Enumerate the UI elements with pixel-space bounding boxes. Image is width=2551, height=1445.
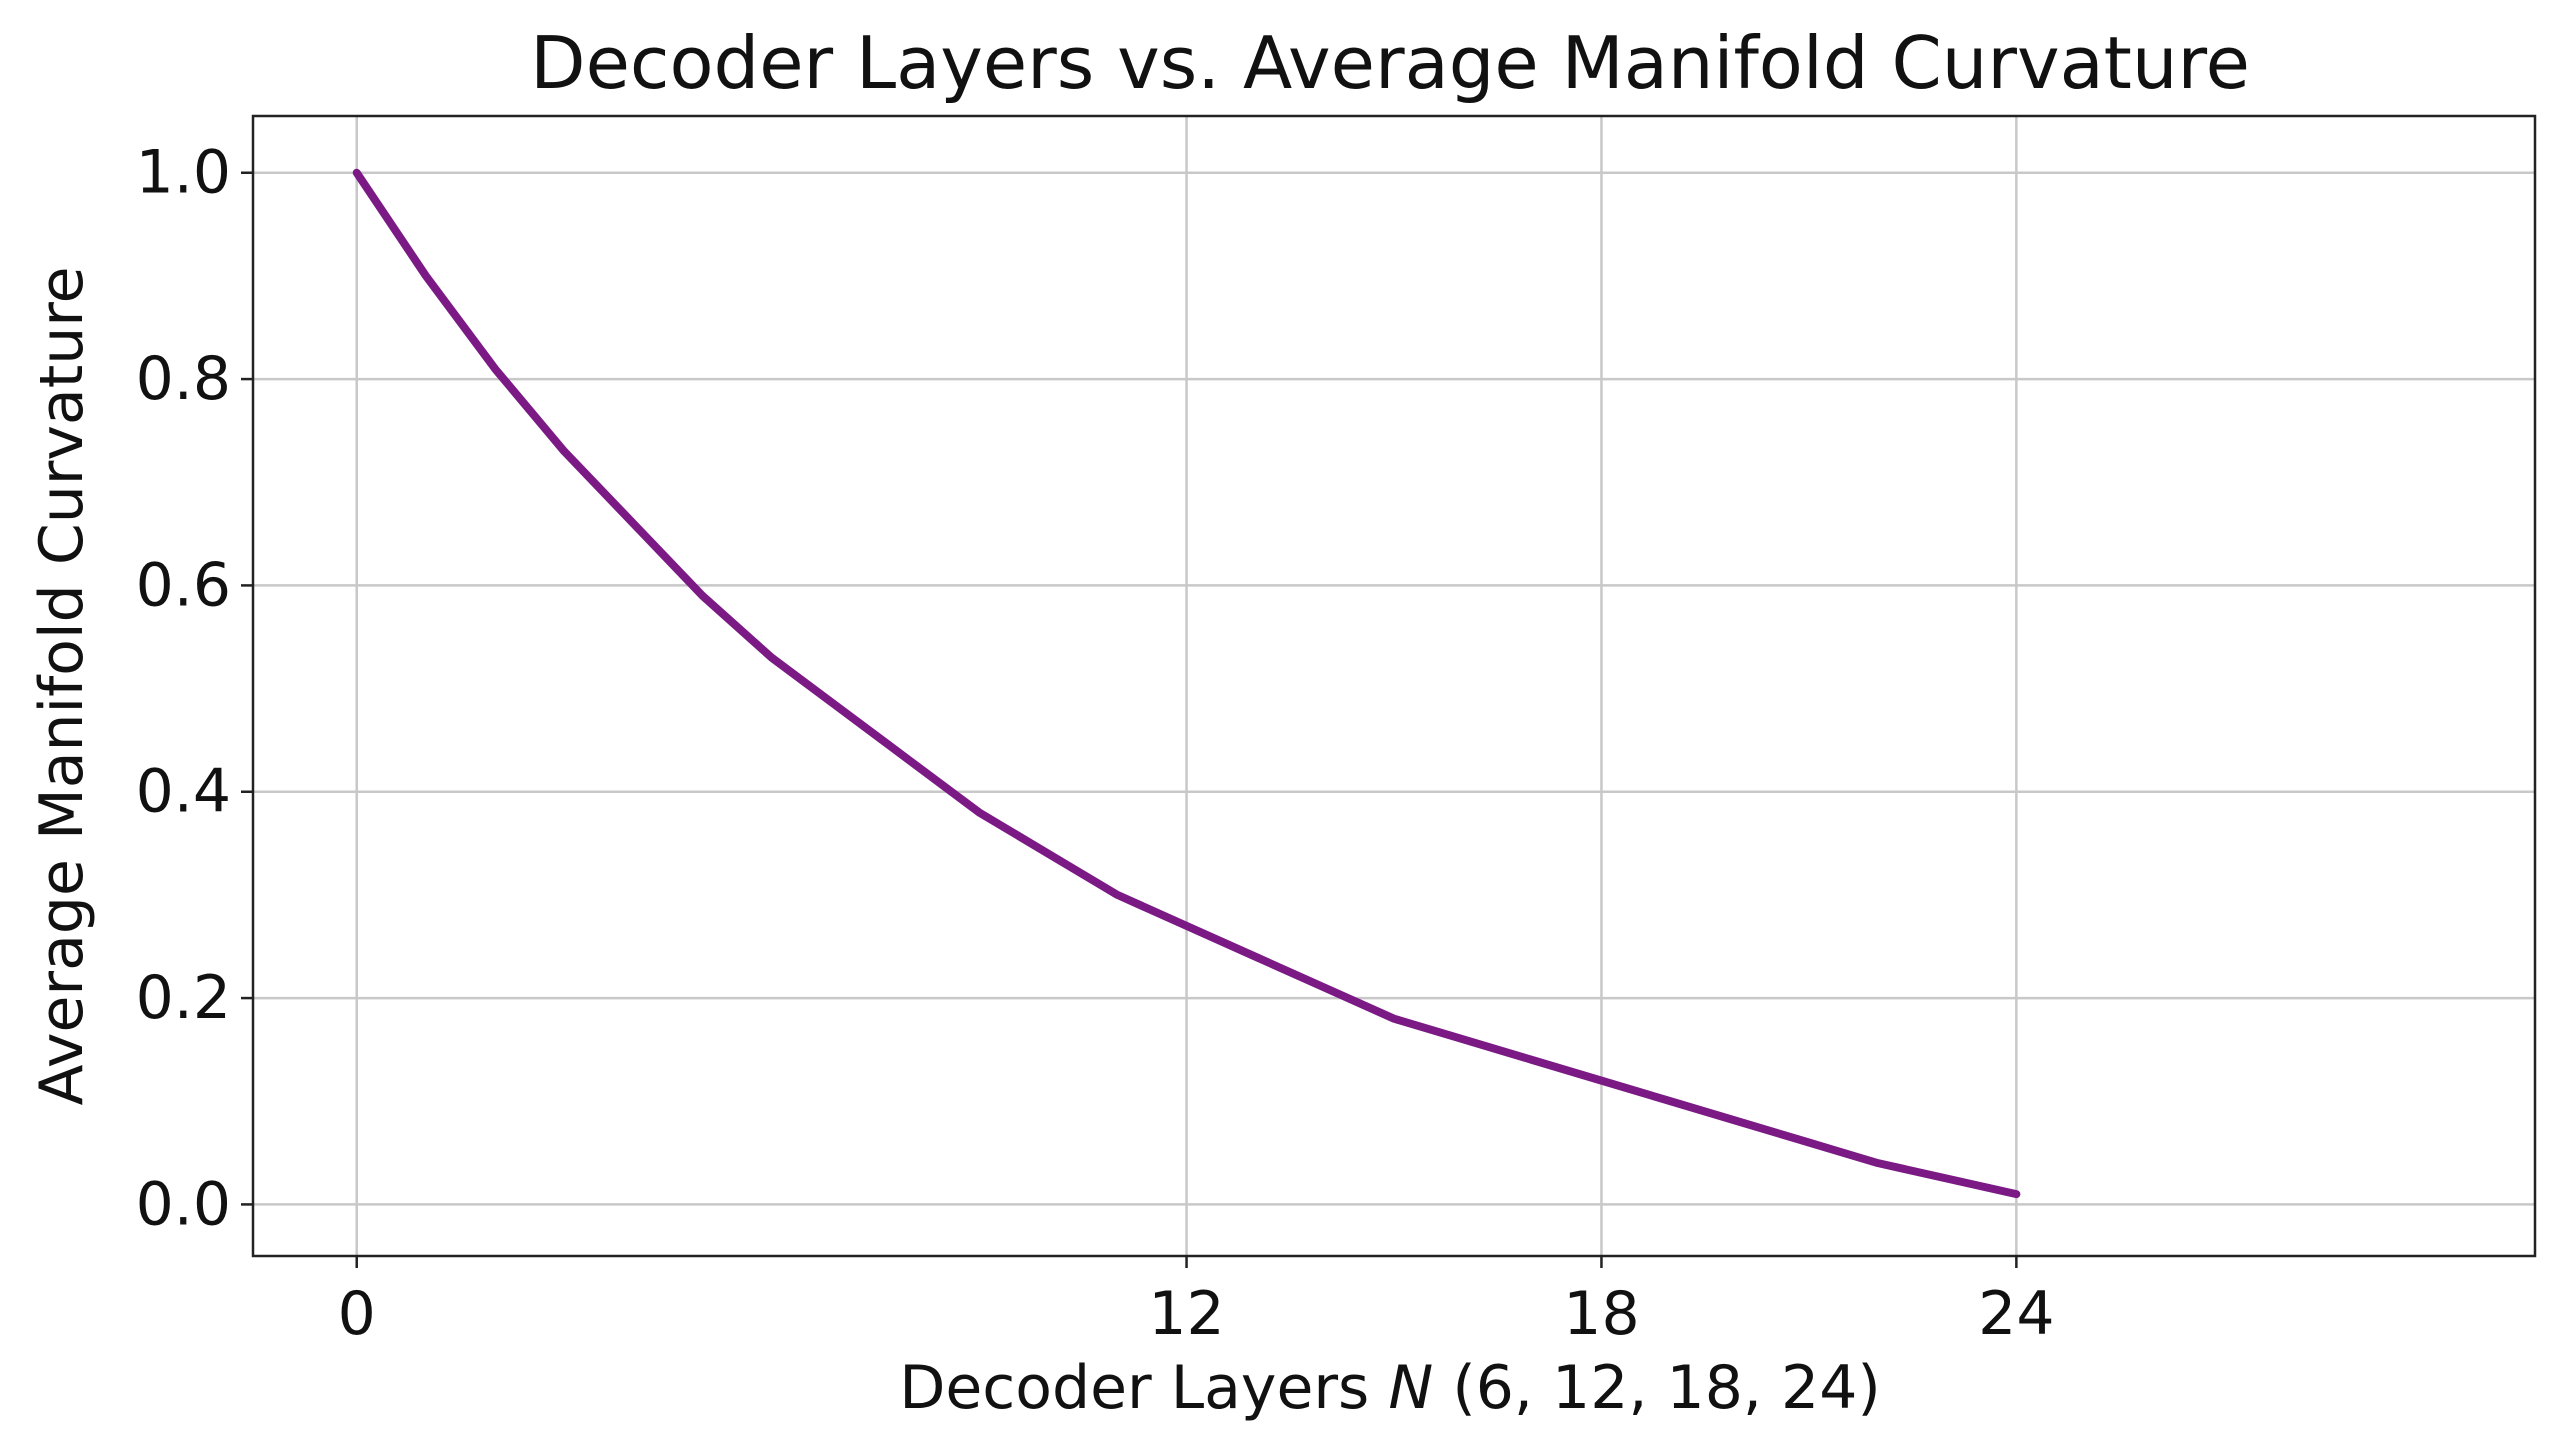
y-axis-label: Average Manifold Curvature xyxy=(27,266,97,1105)
x-tick-label: 18 xyxy=(1563,1279,1639,1349)
x-axis-label-variable: N xyxy=(1388,1353,1433,1423)
y-tick-label: 0.8 xyxy=(136,344,231,414)
x-axis-label-prefix: Decoder Layers xyxy=(899,1353,1388,1423)
x-tick-label: 12 xyxy=(1148,1279,1224,1349)
x-tick-label: 0 xyxy=(338,1279,376,1349)
x-axis-label: Decoder Layers N (6, 12, 18, 24) xyxy=(899,1353,1881,1423)
y-tick-label: 0.6 xyxy=(136,550,231,620)
y-tick-label: 1.0 xyxy=(136,138,231,208)
x-axis-label-suffix: (6, 12, 18, 24) xyxy=(1433,1353,1881,1423)
y-tick-label: 0.4 xyxy=(136,757,231,827)
axis-ticks: 0.0 0.2 0.4 0.6 0.8 1.0 0 12 18 24 xyxy=(136,138,2055,1349)
y-tick-label: 0.2 xyxy=(136,963,231,1033)
x-tick-label: 24 xyxy=(1978,1279,2054,1349)
grid xyxy=(253,116,2535,1256)
y-tick-label: 0.0 xyxy=(136,1169,231,1239)
plot-frame xyxy=(251,114,2537,1258)
chart-title: Decoder Layers vs. Average Manifold Curv… xyxy=(530,21,2250,105)
curvature-line xyxy=(352,168,2021,1199)
